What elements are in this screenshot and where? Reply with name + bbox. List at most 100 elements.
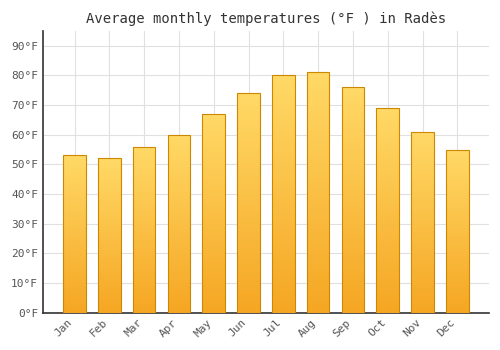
Bar (272, 149, 294, 151)
Bar (63, 302, 86, 303)
Bar (446, 244, 468, 246)
Bar (98, 270, 120, 271)
Bar (342, 180, 364, 182)
Bar (63, 283, 86, 284)
Bar (133, 241, 156, 243)
Bar (202, 197, 225, 199)
Bar (446, 186, 468, 187)
Bar (63, 237, 86, 239)
Bar (411, 231, 434, 233)
Bar (202, 201, 225, 203)
Bar (98, 308, 120, 309)
Bar (376, 118, 399, 120)
Bar (133, 250, 156, 251)
Bar (133, 188, 156, 190)
Bar (446, 290, 468, 292)
Bar (202, 237, 225, 239)
Bar (202, 245, 225, 247)
Bar (237, 174, 260, 177)
Bar (98, 195, 120, 197)
Bar (133, 256, 156, 258)
Bar (63, 162, 86, 163)
Bar (446, 197, 468, 198)
Bar (272, 78, 294, 80)
Bar (446, 161, 468, 163)
Bar (63, 179, 86, 181)
Bar (272, 308, 294, 310)
Bar (411, 173, 434, 175)
Bar (446, 189, 468, 190)
Bar (98, 296, 120, 297)
Bar (168, 241, 190, 243)
Bar (98, 217, 120, 219)
Bar (272, 180, 294, 182)
Bar (272, 99, 294, 102)
Bar (202, 189, 225, 191)
Bar (63, 228, 86, 229)
Bar (307, 193, 330, 195)
Bar (168, 167, 190, 169)
Bar (307, 296, 330, 298)
Bar (376, 288, 399, 290)
Bar (98, 237, 120, 239)
Bar (342, 220, 364, 223)
Bar (237, 267, 260, 269)
Bar (307, 286, 330, 289)
Bar (446, 239, 468, 241)
Bar (202, 168, 225, 170)
Bar (272, 161, 294, 163)
Bar (411, 184, 434, 186)
Bar (202, 154, 225, 156)
Bar (272, 87, 294, 90)
Bar (63, 309, 86, 311)
Bar (272, 132, 294, 135)
Bar (168, 177, 190, 179)
Bar (98, 193, 120, 194)
Bar (272, 301, 294, 303)
Bar (63, 218, 86, 220)
Bar (63, 187, 86, 189)
Bar (98, 189, 120, 191)
Bar (133, 263, 156, 265)
Bar (376, 204, 399, 206)
Bar (307, 279, 330, 281)
Bar (98, 194, 120, 195)
Bar (307, 265, 330, 267)
Bar (133, 240, 156, 241)
Bar (98, 252, 120, 254)
Bar (168, 284, 190, 286)
Bar (272, 116, 294, 118)
Bar (307, 176, 330, 178)
Bar (98, 299, 120, 300)
Bar (168, 208, 190, 209)
Bar (133, 187, 156, 188)
Bar (237, 280, 260, 282)
Bar (202, 199, 225, 201)
Bar (376, 218, 399, 220)
Bar (202, 122, 225, 124)
Bar (376, 163, 399, 165)
Bar (307, 306, 330, 308)
Bar (272, 125, 294, 128)
Bar (168, 220, 190, 222)
Bar (307, 116, 330, 118)
Bar (376, 141, 399, 143)
Bar (307, 181, 330, 183)
Bar (63, 195, 86, 196)
Bar (202, 166, 225, 168)
Bar (133, 281, 156, 283)
Bar (98, 260, 120, 262)
Bar (63, 225, 86, 226)
Bar (376, 182, 399, 184)
Bar (446, 257, 468, 259)
Bar (342, 189, 364, 191)
Bar (307, 202, 330, 204)
Bar (98, 268, 120, 270)
Bar (446, 194, 468, 195)
Bar (411, 211, 434, 213)
Bar (237, 113, 260, 115)
Bar (307, 240, 330, 243)
Bar (376, 151, 399, 153)
Bar (98, 191, 120, 192)
Bar (133, 147, 156, 148)
